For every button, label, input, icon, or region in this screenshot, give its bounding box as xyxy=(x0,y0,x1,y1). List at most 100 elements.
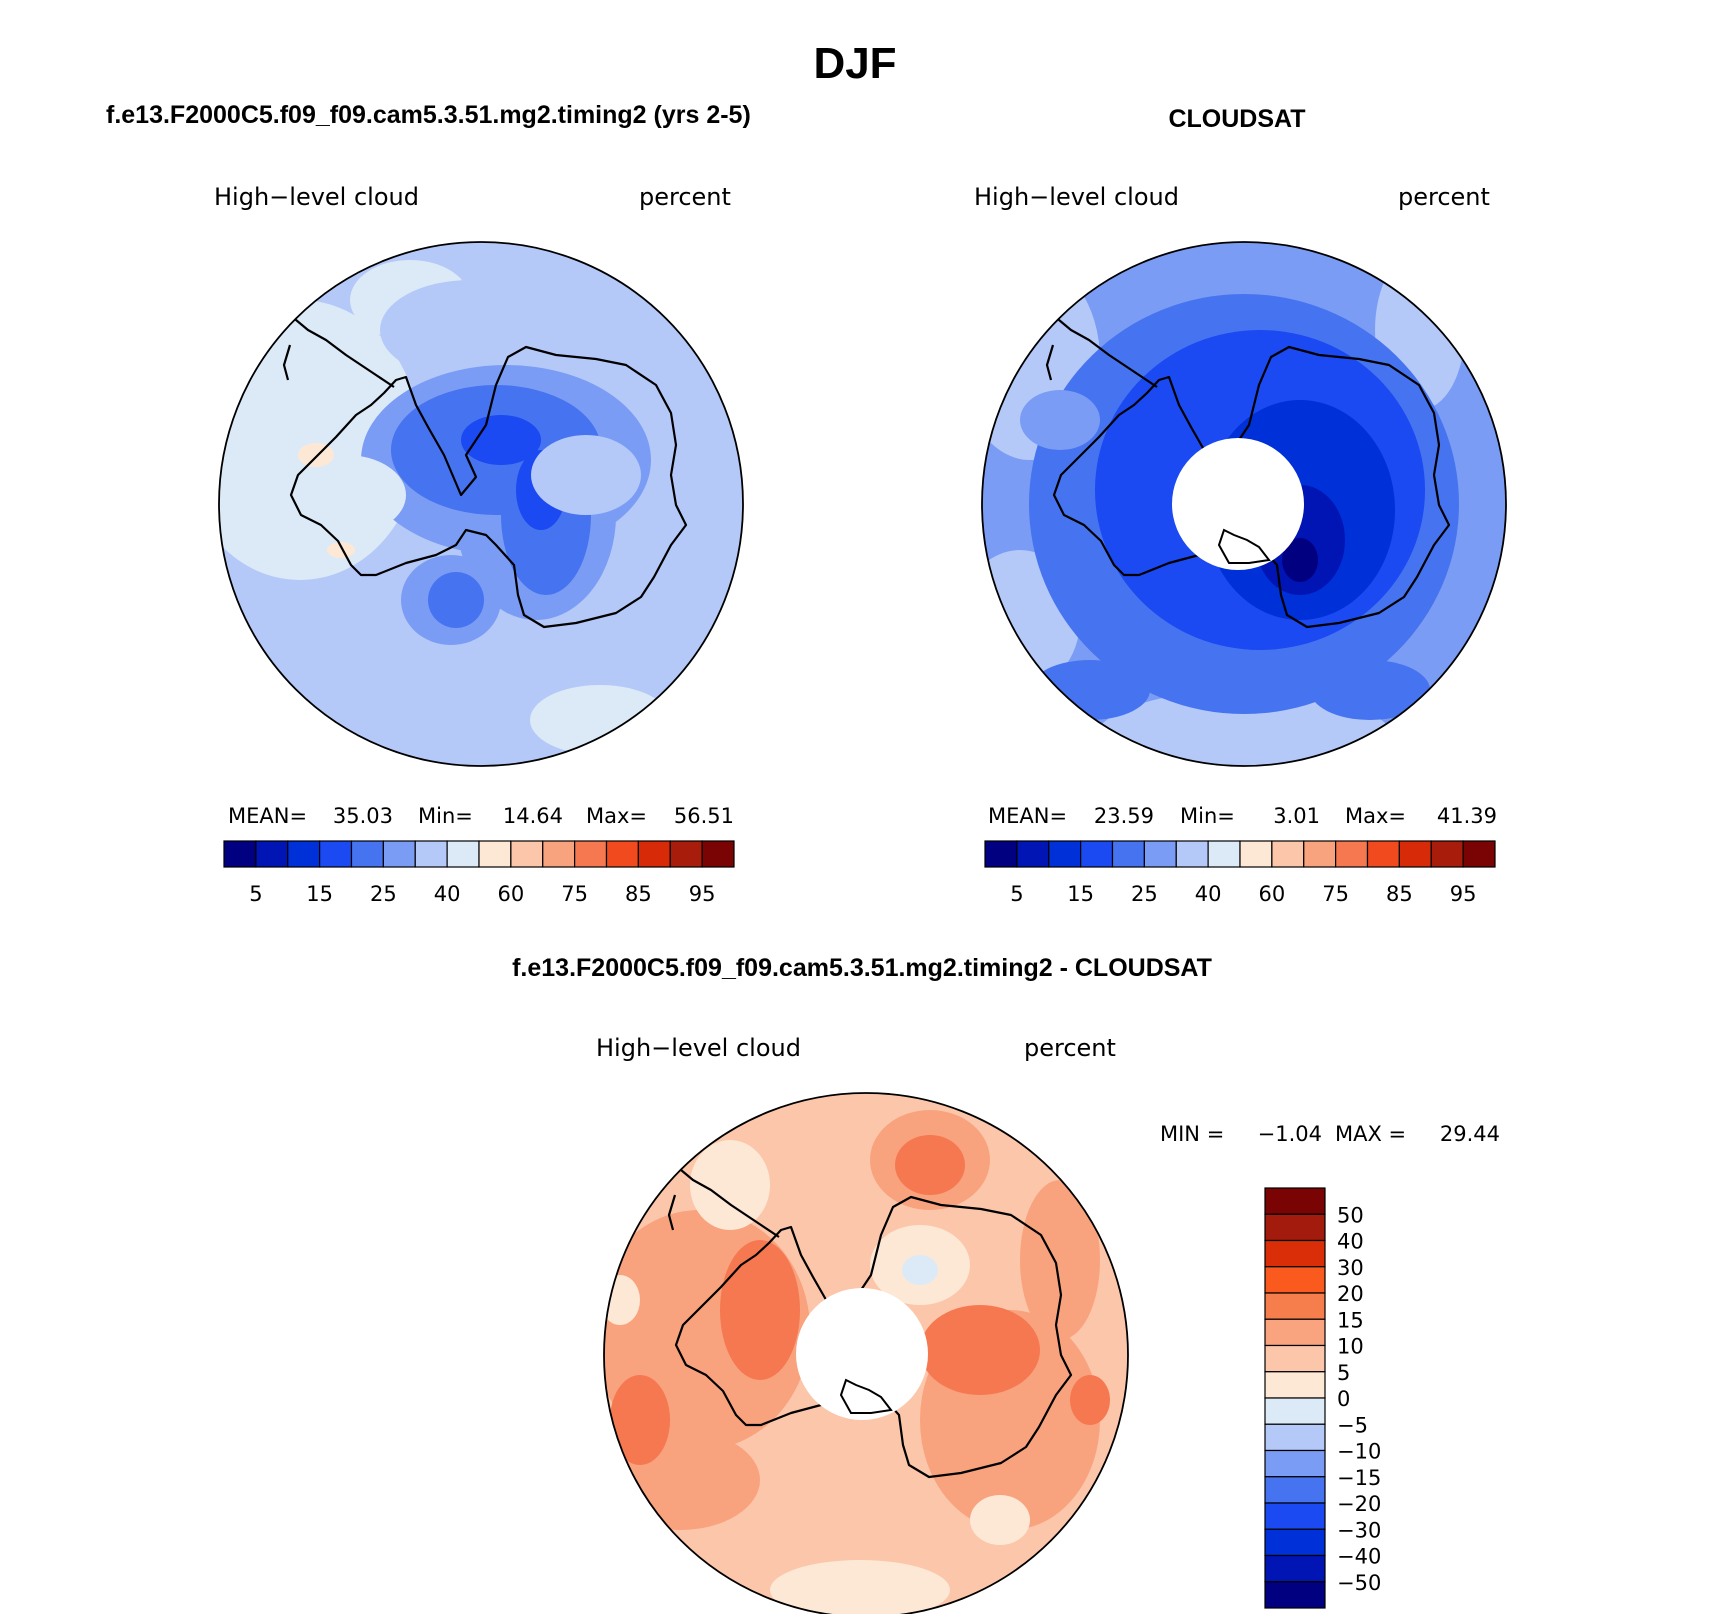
colorbar-difference-swatch xyxy=(1264,1423,1326,1452)
colorbar-model-tick-label: 5 xyxy=(249,882,262,906)
colorbar-cloudsat-swatch xyxy=(1430,840,1464,868)
colorbar-model-swatch xyxy=(669,840,703,868)
colorbar-cloudsat-swatch xyxy=(1462,840,1496,868)
panel-model-mean-value: 35.03 xyxy=(333,804,393,828)
colorbar-model-swatch xyxy=(637,840,671,868)
colorbar-difference-tick-label: 30 xyxy=(1337,1256,1364,1280)
colorbar-cloudsat-tick-label: 75 xyxy=(1322,882,1349,906)
panel-model-min-value: 14.64 xyxy=(503,804,563,828)
colorbar-difference-swatch xyxy=(1264,1449,1326,1478)
colorbar-model-tick-label: 25 xyxy=(370,882,397,906)
colorbar-model-tick-label: 40 xyxy=(434,882,461,906)
colorbar-cloudsat-tick-label: 40 xyxy=(1195,882,1222,906)
colorbar-model-swatch xyxy=(287,840,321,868)
colorbar-difference-swatch xyxy=(1264,1476,1326,1504)
panel-model-mean-label: MEAN= xyxy=(228,804,307,828)
panel-difference-header: f.e13.F2000C5.f09_f09.cam5.3.51.mg2.timi… xyxy=(512,954,1212,982)
colorbar-model-tick-label: 15 xyxy=(306,882,333,906)
colorbar-difference-tick-label: −5 xyxy=(1337,1413,1368,1437)
panel-difference-max-value: 29.44 xyxy=(1440,1122,1500,1146)
panel-model-stats: MEAN= 35.03 Min= 14.64 Max= 56.51 xyxy=(228,804,734,828)
colorbar-model-swatch xyxy=(605,840,639,868)
panel-model-units: percent xyxy=(639,183,731,211)
colorbar-difference-swatch xyxy=(1264,1318,1326,1347)
panel-difference-variable: High−level cloud xyxy=(596,1034,801,1062)
colorbar-cloudsat-swatch xyxy=(1048,840,1082,868)
colorbar-difference-tick-label: 5 xyxy=(1337,1361,1350,1385)
colorbar-difference-tick-label: 0 xyxy=(1337,1387,1350,1411)
colorbar-cloudsat-tick-label: 95 xyxy=(1450,882,1477,906)
colorbar-cloudsat-tick-label: 25 xyxy=(1131,882,1158,906)
colorbar-difference-tick-label: −10 xyxy=(1337,1440,1381,1464)
colorbar-cloudsat-swatch xyxy=(1398,840,1432,868)
colorbar-cloudsat-swatch xyxy=(1207,840,1241,868)
colorbar-cloudsat-swatch xyxy=(1303,840,1337,868)
figure-title: DJF xyxy=(813,39,896,88)
colorbar-model-tick-label: 85 xyxy=(625,882,652,906)
map-cloudsat xyxy=(982,242,1506,766)
colorbar-difference-swatch xyxy=(1264,1344,1326,1373)
panel-model-max-value: 56.51 xyxy=(674,804,734,828)
colorbar-cloudsat-swatch xyxy=(984,840,1018,868)
colorbar-difference-tick-label: 20 xyxy=(1337,1282,1364,1306)
panel-model: f.e13.F2000C5.f09_f09.cam5.3.51.mg2.timi… xyxy=(106,101,751,906)
map-difference xyxy=(604,1093,1128,1614)
colorbar-model-swatch xyxy=(542,840,576,868)
colorbar-cloudsat-swatch xyxy=(1239,840,1273,868)
colorbar-model-swatch xyxy=(319,840,353,868)
colorbar-cloudsat-swatch xyxy=(1143,840,1177,868)
colorbar-cloudsat-swatch xyxy=(1080,840,1114,868)
panel-model-header: f.e13.F2000C5.f09_f09.cam5.3.51.mg2.timi… xyxy=(106,101,751,129)
colorbar-model-swatch xyxy=(350,840,384,868)
colorbar-difference-tick-label: 10 xyxy=(1337,1335,1364,1359)
colorbar-model-swatch xyxy=(478,840,512,868)
colorbar-difference-swatch xyxy=(1264,1528,1326,1557)
colorbar-model-swatch xyxy=(414,840,448,868)
panel-cloudsat: CLOUDSAT High−level cloud percent xyxy=(974,105,1507,906)
panel-model-max-label: Max= xyxy=(586,804,647,828)
colorbar-model: 5 15 25 40 60 75 85 95 xyxy=(223,840,735,906)
colorbar-cloudsat-tick-label: 60 xyxy=(1259,882,1286,906)
panel-difference-max-label: MAX = xyxy=(1335,1122,1406,1146)
colorbar-difference-tick-label: −15 xyxy=(1337,1466,1381,1490)
colorbar-cloudsat-swatch xyxy=(1271,840,1305,868)
colorbar-cloudsat-tick-label: 15 xyxy=(1067,882,1094,906)
panel-model-variable: High−level cloud xyxy=(214,183,419,211)
colorbar-model-swatch xyxy=(510,840,544,868)
panel-cloudsat-units: percent xyxy=(1398,183,1490,211)
panel-cloudsat-header: CLOUDSAT xyxy=(1168,105,1305,133)
panel-cloudsat-min-value: 3.01 xyxy=(1273,804,1320,828)
panel-difference: f.e13.F2000C5.f09_f09.cam5.3.51.mg2.timi… xyxy=(512,954,1500,1614)
panel-cloudsat-variable: High−level cloud xyxy=(974,183,1179,211)
panel-cloudsat-mean-value: 23.59 xyxy=(1094,804,1154,828)
colorbar-difference-swatch xyxy=(1264,1187,1326,1215)
colorbar-cloudsat-swatch xyxy=(1335,840,1369,868)
colorbar-difference-tick-label: −50 xyxy=(1337,1571,1381,1595)
colorbar-cloudsat-swatch xyxy=(1175,840,1209,868)
colorbar-difference-swatch xyxy=(1264,1581,1326,1609)
colorbar-difference-swatch xyxy=(1264,1554,1326,1583)
panel-cloudsat-stats: MEAN= 23.59 Min= 3.01 Max= 41.39 xyxy=(988,804,1497,828)
panel-difference-min-value: −1.04 xyxy=(1258,1122,1322,1146)
panel-cloudsat-mean-label: MEAN= xyxy=(988,804,1067,828)
colorbar-model-swatch xyxy=(446,840,480,868)
colorbar-model-swatch xyxy=(574,840,608,868)
colorbar-difference-tick-label: 40 xyxy=(1337,1230,1364,1254)
colorbar-model-swatch xyxy=(223,840,257,868)
panel-difference-units: percent xyxy=(1024,1034,1116,1062)
colorbar-difference-swatch xyxy=(1264,1502,1326,1530)
colorbar-cloudsat: 5 15 25 40 60 75 85 95 xyxy=(984,840,1496,906)
colorbar-difference-swatch xyxy=(1264,1239,1326,1268)
colorbar-difference-swatch xyxy=(1264,1213,1326,1242)
colorbar-difference-tick-label: −40 xyxy=(1337,1545,1381,1569)
colorbar-cloudsat-swatch xyxy=(1016,840,1050,868)
panel-difference-stats: MIN = −1.04 MAX = 29.44 xyxy=(1160,1122,1500,1146)
colorbar-cloudsat-swatch xyxy=(1111,840,1145,868)
colorbar-cloudsat-tick-label: 85 xyxy=(1386,882,1413,906)
colorbar-model-swatch xyxy=(255,840,289,868)
colorbar-model-tick-label: 60 xyxy=(498,882,525,906)
map-model xyxy=(219,242,743,766)
colorbar-difference-swatch xyxy=(1264,1397,1326,1425)
